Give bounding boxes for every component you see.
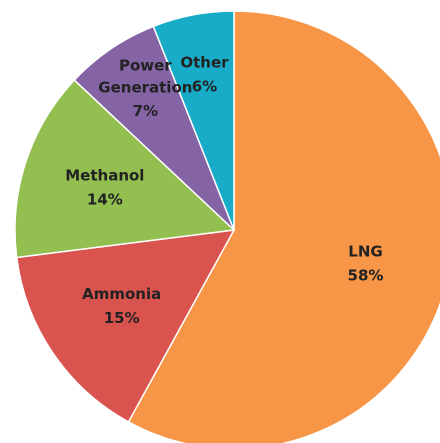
- pie-slice: [152, 10, 235, 231]
- pie-slice: [15, 229, 236, 423]
- slice-value-label: 6%: [192, 78, 217, 96]
- pie-slice: [127, 10, 440, 443]
- slice-label: Methanol: [65, 167, 144, 185]
- slice-label: Other: [180, 54, 229, 72]
- slice-value-label: 7%: [133, 102, 158, 120]
- slice-label: Power Generation: [98, 56, 192, 96]
- pie-slice: [14, 79, 236, 259]
- slice-value-label: 14%: [87, 191, 123, 209]
- slice-value-label: 58%: [348, 266, 384, 284]
- slice-label: Ammonia: [82, 285, 161, 303]
- slice-value-label: 15%: [104, 309, 140, 327]
- slice-label: LNG: [348, 242, 382, 260]
